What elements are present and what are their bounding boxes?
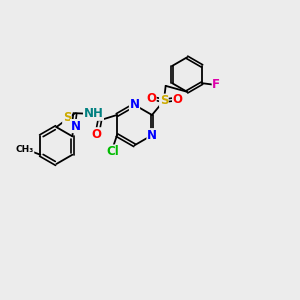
Text: N: N (130, 98, 140, 111)
Text: N: N (70, 120, 80, 133)
Text: NH: NH (83, 107, 103, 120)
Text: N: N (147, 129, 157, 142)
Text: O: O (172, 93, 183, 106)
Text: S: S (63, 111, 71, 124)
Text: S: S (160, 94, 168, 107)
Text: Cl: Cl (106, 145, 119, 158)
Text: F: F (212, 78, 220, 91)
Text: CH₃: CH₃ (16, 145, 34, 154)
Text: O: O (91, 128, 101, 141)
Text: O: O (146, 92, 156, 105)
